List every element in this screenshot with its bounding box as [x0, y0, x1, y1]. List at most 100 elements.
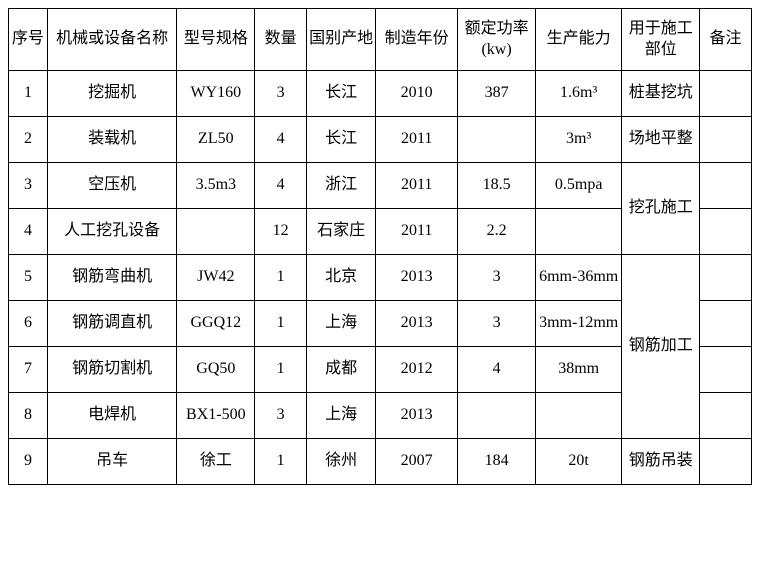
cell-remark: [700, 393, 752, 439]
cell-model: GGQ12: [177, 301, 255, 347]
cell-origin: 浙江: [307, 163, 376, 209]
cell-year: 2010: [376, 71, 458, 117]
cell-name: 钢筋调直机: [47, 301, 177, 347]
cell-qty: 1: [255, 301, 307, 347]
header-qty: 数量: [255, 9, 307, 71]
table-row: 3 空压机 3.5m3 4 浙江 2011 18.5 0.5mpa 挖孔施工: [9, 163, 752, 209]
cell-remark: [700, 347, 752, 393]
cell-remark: [700, 71, 752, 117]
cell-qty: 3: [255, 71, 307, 117]
cell-seq: 8: [9, 393, 48, 439]
cell-power: 18.5: [458, 163, 536, 209]
cell-origin: 成都: [307, 347, 376, 393]
cell-seq: 6: [9, 301, 48, 347]
cell-qty: 1: [255, 347, 307, 393]
cell-model: JW42: [177, 255, 255, 301]
cell-usage-merged: 挖孔施工: [622, 163, 700, 255]
header-row: 序号 机械或设备名称 型号规格 数量 国别产地 制造年份 额定功率(kw) 生产…: [9, 9, 752, 71]
cell-usage: 钢筋吊装: [622, 439, 700, 485]
header-name: 机械或设备名称: [47, 9, 177, 71]
cell-seq: 3: [9, 163, 48, 209]
cell-name: 钢筋切割机: [47, 347, 177, 393]
cell-remark: [700, 163, 752, 209]
cell-model: 3.5m3: [177, 163, 255, 209]
cell-year: 2011: [376, 117, 458, 163]
cell-year: 2007: [376, 439, 458, 485]
cell-year: 2013: [376, 255, 458, 301]
cell-remark: [700, 255, 752, 301]
cell-power: 2.2: [458, 209, 536, 255]
cell-seq: 9: [9, 439, 48, 485]
cell-origin: 长江: [307, 117, 376, 163]
table-row: 2 装载机 ZL50 4 长江 2011 3m³ 场地平整: [9, 117, 752, 163]
cell-model: BX1-500: [177, 393, 255, 439]
cell-model: WY160: [177, 71, 255, 117]
table-row: 9 吊车 徐工 1 徐州 2007 184 20t 钢筋吊装: [9, 439, 752, 485]
cell-origin: 长江: [307, 71, 376, 117]
cell-name: 空压机: [47, 163, 177, 209]
cell-qty: 4: [255, 163, 307, 209]
cell-name: 钢筋弯曲机: [47, 255, 177, 301]
cell-remark: [700, 209, 752, 255]
cell-capacity: [535, 209, 621, 255]
cell-power: 184: [458, 439, 536, 485]
cell-year: 2013: [376, 301, 458, 347]
cell-year: 2013: [376, 393, 458, 439]
table-row: 5 钢筋弯曲机 JW42 1 北京 2013 3 6mm-36mm 钢筋加工: [9, 255, 752, 301]
cell-remark: [700, 301, 752, 347]
cell-capacity: [535, 393, 621, 439]
cell-power: [458, 117, 536, 163]
cell-capacity: 3mm-12mm: [535, 301, 621, 347]
equipment-table: 序号 机械或设备名称 型号规格 数量 国别产地 制造年份 额定功率(kw) 生产…: [8, 8, 752, 485]
header-year: 制造年份: [376, 9, 458, 71]
cell-qty: 1: [255, 255, 307, 301]
cell-power: [458, 393, 536, 439]
cell-origin: 北京: [307, 255, 376, 301]
cell-name: 电焊机: [47, 393, 177, 439]
cell-seq: 1: [9, 71, 48, 117]
cell-seq: 4: [9, 209, 48, 255]
cell-usage: 桩基挖坑: [622, 71, 700, 117]
cell-model: GQ50: [177, 347, 255, 393]
cell-capacity: 0.5mpa: [535, 163, 621, 209]
cell-remark: [700, 439, 752, 485]
cell-seq: 2: [9, 117, 48, 163]
cell-remark: [700, 117, 752, 163]
cell-capacity: 3m³: [535, 117, 621, 163]
cell-power: 387: [458, 71, 536, 117]
cell-year: 2012: [376, 347, 458, 393]
cell-capacity: 38mm: [535, 347, 621, 393]
cell-capacity: 1.6m³: [535, 71, 621, 117]
cell-qty: 4: [255, 117, 307, 163]
cell-name: 挖掘机: [47, 71, 177, 117]
cell-capacity: 6mm-36mm: [535, 255, 621, 301]
cell-seq: 5: [9, 255, 48, 301]
cell-year: 2011: [376, 209, 458, 255]
header-model: 型号规格: [177, 9, 255, 71]
cell-power: 3: [458, 301, 536, 347]
header-remark: 备注: [700, 9, 752, 71]
cell-qty: 1: [255, 439, 307, 485]
cell-power: 3: [458, 255, 536, 301]
cell-qty: 12: [255, 209, 307, 255]
cell-name: 人工挖孔设备: [47, 209, 177, 255]
header-origin: 国别产地: [307, 9, 376, 71]
cell-origin: 石家庄: [307, 209, 376, 255]
header-capacity: 生产能力: [535, 9, 621, 71]
cell-usage: 场地平整: [622, 117, 700, 163]
cell-qty: 3: [255, 393, 307, 439]
cell-year: 2011: [376, 163, 458, 209]
cell-origin: 上海: [307, 301, 376, 347]
cell-model: 徐工: [177, 439, 255, 485]
cell-capacity: 20t: [535, 439, 621, 485]
cell-origin: 上海: [307, 393, 376, 439]
cell-usage-merged: 钢筋加工: [622, 255, 700, 439]
header-usage: 用于施工部位: [622, 9, 700, 71]
cell-origin: 徐州: [307, 439, 376, 485]
table-row: 1 挖掘机 WY160 3 长江 2010 387 1.6m³ 桩基挖坑: [9, 71, 752, 117]
cell-name: 装载机: [47, 117, 177, 163]
cell-model: [177, 209, 255, 255]
header-power: 额定功率(kw): [458, 9, 536, 71]
cell-model: ZL50: [177, 117, 255, 163]
header-seq: 序号: [9, 9, 48, 71]
